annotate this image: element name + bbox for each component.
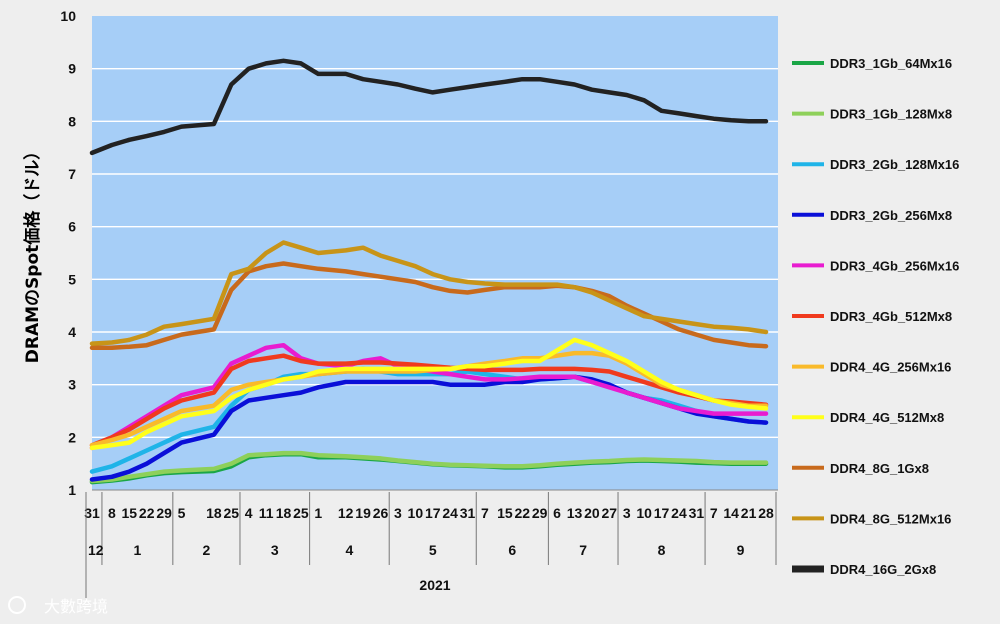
x-tick-label-day: 27 <box>602 505 618 521</box>
x-tick-label-day: 21 <box>741 505 757 521</box>
x-axis: 31 8 15 22 29 5 18 25 4 11 18 25 1 12 19 26 3 10 17 24 31 7 15… <box>84 489 778 598</box>
y-tick-label: 7 <box>68 166 76 182</box>
series-line-DDR3_4Gb_256Mx16 <box>89 342 769 451</box>
x-tick-label-day: 3 <box>394 505 402 521</box>
series-line-DDR3_1Gb_128Mx8 <box>89 450 769 484</box>
x-tick-label-day: 15 <box>122 505 138 521</box>
x-tick-label-month: 6 <box>508 542 516 558</box>
x-tick-label-day: 11 <box>259 505 274 521</box>
x-tick-label-day: 25 <box>293 505 309 521</box>
legend-label: DDR3_2Gb_128Mx16 <box>830 157 959 172</box>
x-tick-label-day: 7 <box>710 505 718 521</box>
x-tick-label-day: 28 <box>758 505 774 521</box>
x-tick-label-day: 26 <box>373 505 389 521</box>
plot-area <box>92 16 778 490</box>
x-tick-label-day: 17 <box>425 505 441 521</box>
x-tick-label-day: 24 <box>442 505 458 521</box>
y-tick-label: 1 <box>68 482 76 498</box>
x-tick-label-day: 19 <box>355 505 371 521</box>
legend-label: DDR3_1Gb_64Mx16 <box>830 56 952 71</box>
x-tick-label-day: 17 <box>654 505 670 521</box>
y-tick-label: 9 <box>68 61 76 77</box>
series-lines <box>89 58 769 485</box>
x-tick-label-day: 29 <box>532 505 548 521</box>
x-tick-label-day: 12 <box>338 505 354 521</box>
legend-label: DDR3_4Gb_256Mx16 <box>830 258 959 273</box>
legend-label: DDR4_8G_1Gx8 <box>830 461 929 476</box>
x-tick-label-day: 15 <box>497 505 513 521</box>
x-tick-label-day: 31 <box>84 505 100 521</box>
y-tick-label: 2 <box>68 429 76 445</box>
x-tick-label-month: 2 <box>203 542 211 558</box>
x-tick-label-day: 31 <box>460 505 476 521</box>
y-tick-label: 6 <box>68 219 76 235</box>
series-line-DDR4_8G_512Mx16 <box>89 240 769 346</box>
x-tick-label-month: 9 <box>737 542 745 558</box>
x-tick-label-month: 3 <box>271 542 279 558</box>
x-tick-label-day: 6 <box>553 505 561 521</box>
x-tick-label-day: 1 <box>314 505 322 521</box>
y-tick-label: 4 <box>68 324 76 340</box>
x-tick-label-day: 18 <box>206 505 222 521</box>
x-tick-label-day: 22 <box>139 505 155 521</box>
x-tick-label-month: 4 <box>346 542 354 558</box>
x-tick-label-day: 4 <box>245 505 253 521</box>
x-tick-label-month: 8 <box>658 542 666 558</box>
series-line-DDR4_4G_512Mx8 <box>89 337 769 451</box>
x-tick-label-day: 20 <box>584 505 600 521</box>
y-axis-ticks: 1 2 3 4 5 6 7 8 9 10 <box>60 8 76 498</box>
y-axis-label: DRAMのSpot価格（ドル） <box>22 143 43 364</box>
legend-label: DDR4_16G_2Gx8 <box>830 562 936 577</box>
x-tick-label-day: 13 <box>567 505 583 521</box>
x-tick-label-day: 18 <box>276 505 292 521</box>
x-tick-label-month: 7 <box>579 542 587 558</box>
watermark-logo-icon <box>8 596 26 614</box>
x-tick-label-day: 29 <box>156 505 172 521</box>
x-tick-label-day: 3 <box>623 505 631 521</box>
y-tick-label: 10 <box>60 8 76 24</box>
x-tick-label-day: 8 <box>108 505 116 521</box>
legend-label: DDR3_1Gb_128Mx8 <box>830 107 952 122</box>
x-tick-label-day: 25 <box>223 505 239 521</box>
x-tick-label-month: 5 <box>429 542 437 558</box>
legend-label: DDR4_4G_256Mx16 <box>830 360 951 375</box>
y-tick-label: 5 <box>68 271 76 287</box>
x-tick-label-day: 24 <box>671 505 687 521</box>
x-tick-label-day: 22 <box>514 505 530 521</box>
x-tick-label-month: 12 <box>88 542 104 558</box>
y-tick-label: 3 <box>68 377 76 393</box>
x-tick-label-day: 7 <box>481 505 489 521</box>
legend-label: DDR4_8G_512Mx16 <box>830 511 951 526</box>
x-tick-label-day: 10 <box>408 505 424 521</box>
x-axis-year-label: 2021 <box>419 577 450 593</box>
x-tick-label-month: 1 <box>133 542 141 558</box>
x-tick-label-day: 14 <box>723 505 739 521</box>
watermark-text: 大數跨境 <box>44 597 108 616</box>
x-tick-label-day: 31 <box>689 505 705 521</box>
x-tick-label-day: 5 <box>178 505 186 521</box>
legend-label: DDR4_4G_512Mx8 <box>830 410 944 425</box>
legend-label: DDR3_4Gb_512Mx8 <box>830 309 952 324</box>
watermark: 大數跨境 <box>8 596 108 616</box>
y-tick-label: 8 <box>68 113 76 129</box>
x-tick-label-day: 10 <box>636 505 652 521</box>
series-line-DDR4_16G_2Gx8 <box>89 58 769 156</box>
legend: DDR3_1Gb_64Mx16 DDR3_1Gb_128Mx8 DDR3_2Gb_1… <box>792 56 959 577</box>
legend-label: DDR3_2Gb_256Mx8 <box>830 208 952 223</box>
